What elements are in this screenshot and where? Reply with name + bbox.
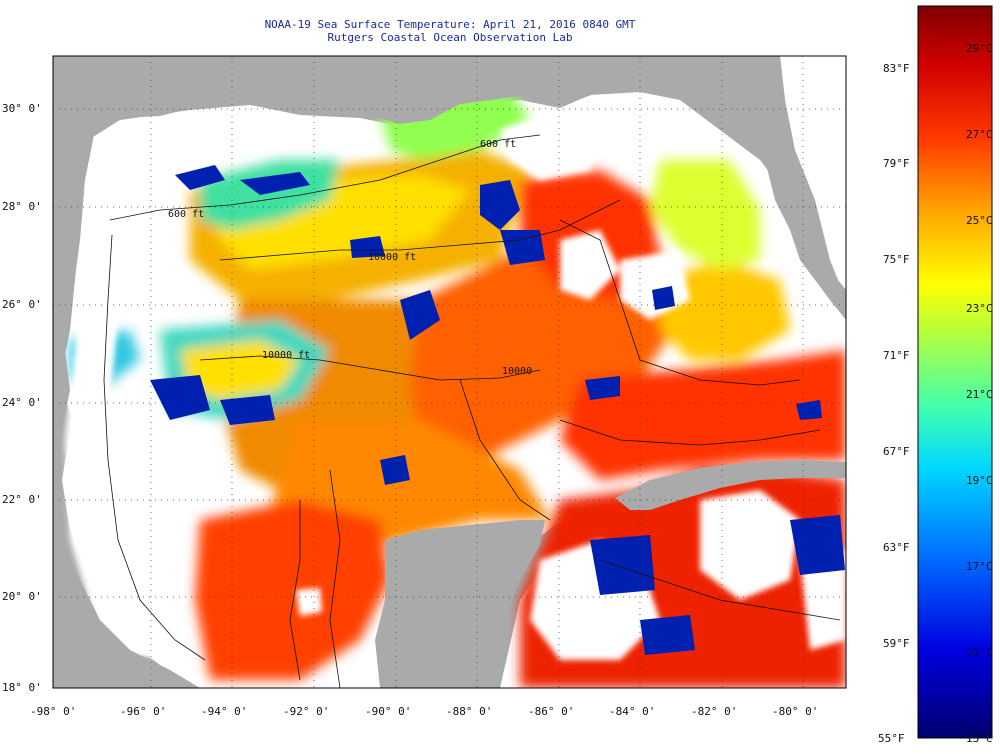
lon-label-82: -82° 0' <box>691 705 738 718</box>
lat-label-26: 26° 0' <box>2 298 42 311</box>
lon-label-98: -98° 0' <box>30 705 77 718</box>
lon-label-90: -90° 0' <box>365 705 412 718</box>
colorbar-border <box>917 5 993 739</box>
map-title: NOAA-19 Sea Surface Temperature: April 2… <box>264 18 636 31</box>
graticule <box>53 56 846 688</box>
colorbar-f-59: 59°F <box>883 637 910 650</box>
lon-label-88: -88° 0' <box>446 705 493 718</box>
colorbar-f-75: 75°F <box>883 253 910 266</box>
map-border <box>52 55 847 689</box>
contour-label-600-north: 600 ft <box>480 139 517 150</box>
lon-label-86: -86° 0' <box>528 705 575 718</box>
colorbar-c-13: 13°C <box>966 732 993 745</box>
colorbar-c-23: 23°C <box>966 302 993 315</box>
lat-label-22: 22° 0' <box>2 493 42 506</box>
lat-label-20: 20° 0' <box>2 590 42 603</box>
lon-label-96: -96° 0' <box>120 705 167 718</box>
colorbar-f-55: 55°F <box>878 732 905 745</box>
colorbar-f-63: 63°F <box>883 541 910 554</box>
colorbar-f-83: 83°F <box>883 62 910 75</box>
atlantic-water <box>780 56 846 300</box>
map-area <box>53 56 846 688</box>
colorbar-c-25: 25°C <box>966 214 993 227</box>
lat-label-30: 30° 0' <box>2 102 42 115</box>
land-masses <box>53 56 846 688</box>
colorbar-c-15: 15°C <box>966 646 993 659</box>
colorbar-f-71: 71°F <box>883 349 910 362</box>
colorbar-c-27: 27°C <box>966 128 993 141</box>
map-subtitle: Rutgers Coastal Ocean Observation Lab <box>327 31 573 44</box>
contour-label-10000-west: 10000 ft <box>262 350 311 361</box>
colorbar-c-29: 29°C <box>966 42 993 55</box>
colorbar-c-19: 19°C <box>966 474 993 487</box>
contour-label-10000-east: 10000 <box>502 366 533 377</box>
colorbar-f-67: 67°F <box>883 445 910 458</box>
lat-label-28: 28° 0' <box>2 200 42 213</box>
colorbar <box>918 6 992 738</box>
lon-label-92: -92° 0' <box>283 705 330 718</box>
lat-label-24: 24° 0' <box>2 396 42 409</box>
contour-label-10000-north: 10000 ft <box>368 252 417 263</box>
colorbar-c-21: 21°C <box>966 388 993 401</box>
contour-label-600-west: 600 ft <box>168 209 205 220</box>
colorbar-f-79: 79°F <box>883 157 910 170</box>
lon-label-80: -80° 0' <box>772 705 819 718</box>
lon-label-84: -84° 0' <box>609 705 656 718</box>
lon-label-94: -94° 0' <box>201 705 248 718</box>
colorbar-c-17: 17°C <box>966 560 993 573</box>
lat-label-18: 18° 0' <box>2 681 42 694</box>
